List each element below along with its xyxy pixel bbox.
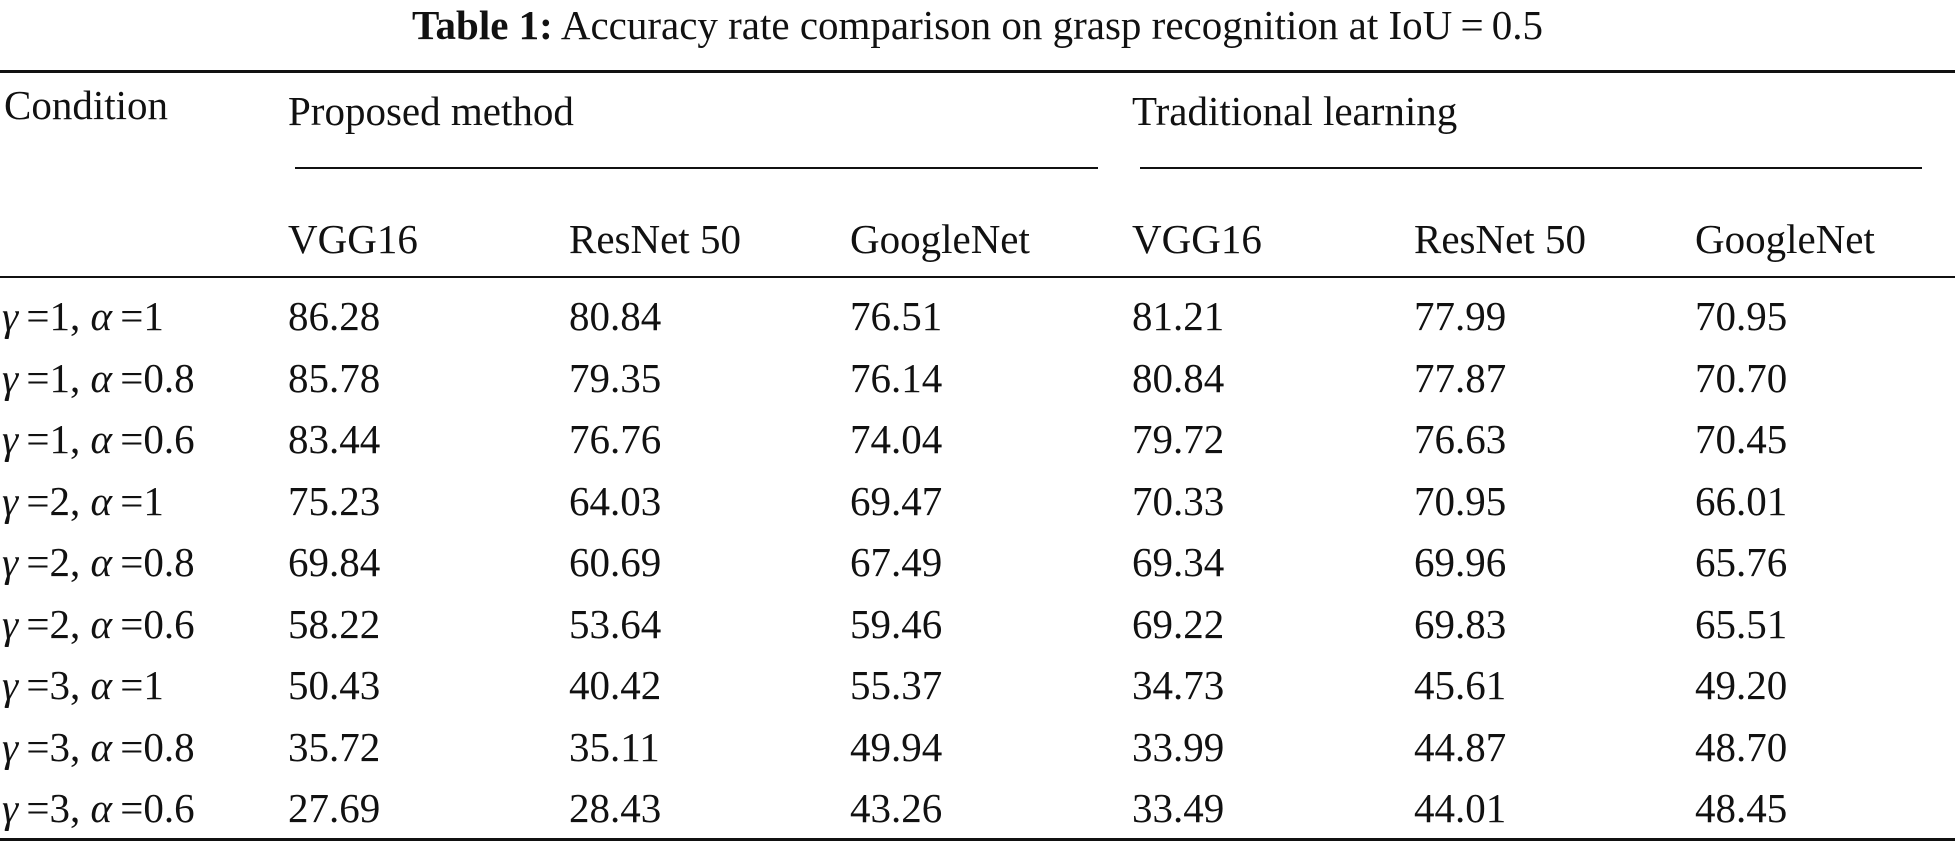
table-cell: 33.49 bbox=[1132, 785, 1225, 831]
top-rule bbox=[0, 70, 1955, 73]
table-cell: 86.28 bbox=[288, 293, 381, 339]
table-cell: 58.22 bbox=[288, 601, 381, 647]
table-cell: 59.46 bbox=[850, 601, 943, 647]
group-rule-traditional bbox=[1140, 167, 1922, 169]
row-condition: γ =3, α =0.6 bbox=[2, 785, 195, 831]
table-cell: 75.23 bbox=[288, 478, 381, 524]
table-cell: 70.45 bbox=[1695, 416, 1788, 462]
table-cell: 35.72 bbox=[288, 724, 381, 770]
table-caption-label: Table 1: bbox=[411, 2, 553, 48]
table-cell: 44.87 bbox=[1414, 724, 1507, 770]
table-cell: 53.64 bbox=[569, 601, 662, 647]
table-cell: 27.69 bbox=[288, 785, 381, 831]
table-cell: 40.42 bbox=[569, 662, 662, 708]
column-header: ResNet 50 bbox=[1414, 216, 1586, 262]
table-cell: 69.96 bbox=[1414, 539, 1507, 585]
table-cell: 83.44 bbox=[288, 416, 381, 462]
header-rule bbox=[0, 276, 1955, 278]
table-cell: 76.51 bbox=[850, 293, 943, 339]
table-cell: 28.43 bbox=[569, 785, 662, 831]
row-condition: γ =2, α =1 bbox=[2, 478, 164, 524]
row-condition: γ =1, α =1 bbox=[2, 293, 164, 339]
column-header: GoogleNet bbox=[1695, 216, 1875, 262]
table-cell: 45.61 bbox=[1414, 662, 1507, 708]
table-caption-text: Accuracy rate comparison on grasp recogn… bbox=[560, 2, 1544, 48]
table-cell: 65.51 bbox=[1695, 601, 1788, 647]
column-header: VGG16 bbox=[1132, 216, 1262, 262]
table-cell: 64.03 bbox=[569, 478, 662, 524]
table-cell: 79.35 bbox=[569, 355, 662, 401]
condition-header: Condition bbox=[4, 82, 169, 128]
table-cell: 76.14 bbox=[850, 355, 943, 401]
table-caption: Table 1: Accuracy rate comparison on gra… bbox=[0, 0, 1955, 50]
table-cell: 79.72 bbox=[1132, 416, 1225, 462]
row-condition: γ =3, α =0.8 bbox=[2, 724, 195, 770]
table-cell: 34.73 bbox=[1132, 662, 1225, 708]
table-cell: 70.95 bbox=[1695, 293, 1788, 339]
column-header: ResNet 50 bbox=[569, 216, 741, 262]
table-cell: 77.87 bbox=[1414, 355, 1507, 401]
column-header: GoogleNet bbox=[850, 216, 1030, 262]
table-cell: 69.47 bbox=[850, 478, 943, 524]
table-cell: 70.70 bbox=[1695, 355, 1788, 401]
table-cell: 76.63 bbox=[1414, 416, 1507, 462]
row-condition: γ =2, α =0.8 bbox=[2, 539, 195, 585]
table-cell: 48.45 bbox=[1695, 785, 1788, 831]
table-cell: 76.76 bbox=[569, 416, 662, 462]
table-cell: 69.34 bbox=[1132, 539, 1225, 585]
table-cell: 50.43 bbox=[288, 662, 381, 708]
table-cell: 80.84 bbox=[569, 293, 662, 339]
table-cell: 65.76 bbox=[1695, 539, 1788, 585]
table-cell: 35.11 bbox=[569, 724, 660, 770]
table-cell: 70.33 bbox=[1132, 478, 1225, 524]
table-cell: 49.20 bbox=[1695, 662, 1788, 708]
table-cell: 67.49 bbox=[850, 539, 943, 585]
table-cell: 66.01 bbox=[1695, 478, 1788, 524]
row-condition: γ =3, α =1 bbox=[2, 662, 164, 708]
bottom-rule bbox=[0, 838, 1955, 841]
table-cell: 81.21 bbox=[1132, 293, 1225, 339]
table-cell: 77.99 bbox=[1414, 293, 1507, 339]
table-cell: 85.78 bbox=[288, 355, 381, 401]
row-condition: γ =1, α =0.8 bbox=[2, 355, 195, 401]
row-condition: γ =1, α =0.6 bbox=[2, 416, 195, 462]
table-cell: 69.84 bbox=[288, 539, 381, 585]
table-cell: 69.22 bbox=[1132, 601, 1225, 647]
column-header: VGG16 bbox=[288, 216, 418, 262]
table-cell: 80.84 bbox=[1132, 355, 1225, 401]
table-cell: 43.26 bbox=[850, 785, 943, 831]
table-cell: 49.94 bbox=[850, 724, 943, 770]
table-cell: 74.04 bbox=[850, 416, 943, 462]
table-cell: 55.37 bbox=[850, 662, 943, 708]
table-cell: 44.01 bbox=[1414, 785, 1507, 831]
table-cell: 60.69 bbox=[569, 539, 662, 585]
row-condition: γ =2, α =0.6 bbox=[2, 601, 195, 647]
table-cell: 48.70 bbox=[1695, 724, 1788, 770]
group-header-proposed: Proposed method bbox=[288, 88, 574, 134]
table-cell: 33.99 bbox=[1132, 724, 1225, 770]
table-cell: 69.83 bbox=[1414, 601, 1507, 647]
group-rule-proposed bbox=[295, 167, 1098, 169]
group-header-traditional: Traditional learning bbox=[1132, 88, 1458, 134]
table-cell: 70.95 bbox=[1414, 478, 1507, 524]
